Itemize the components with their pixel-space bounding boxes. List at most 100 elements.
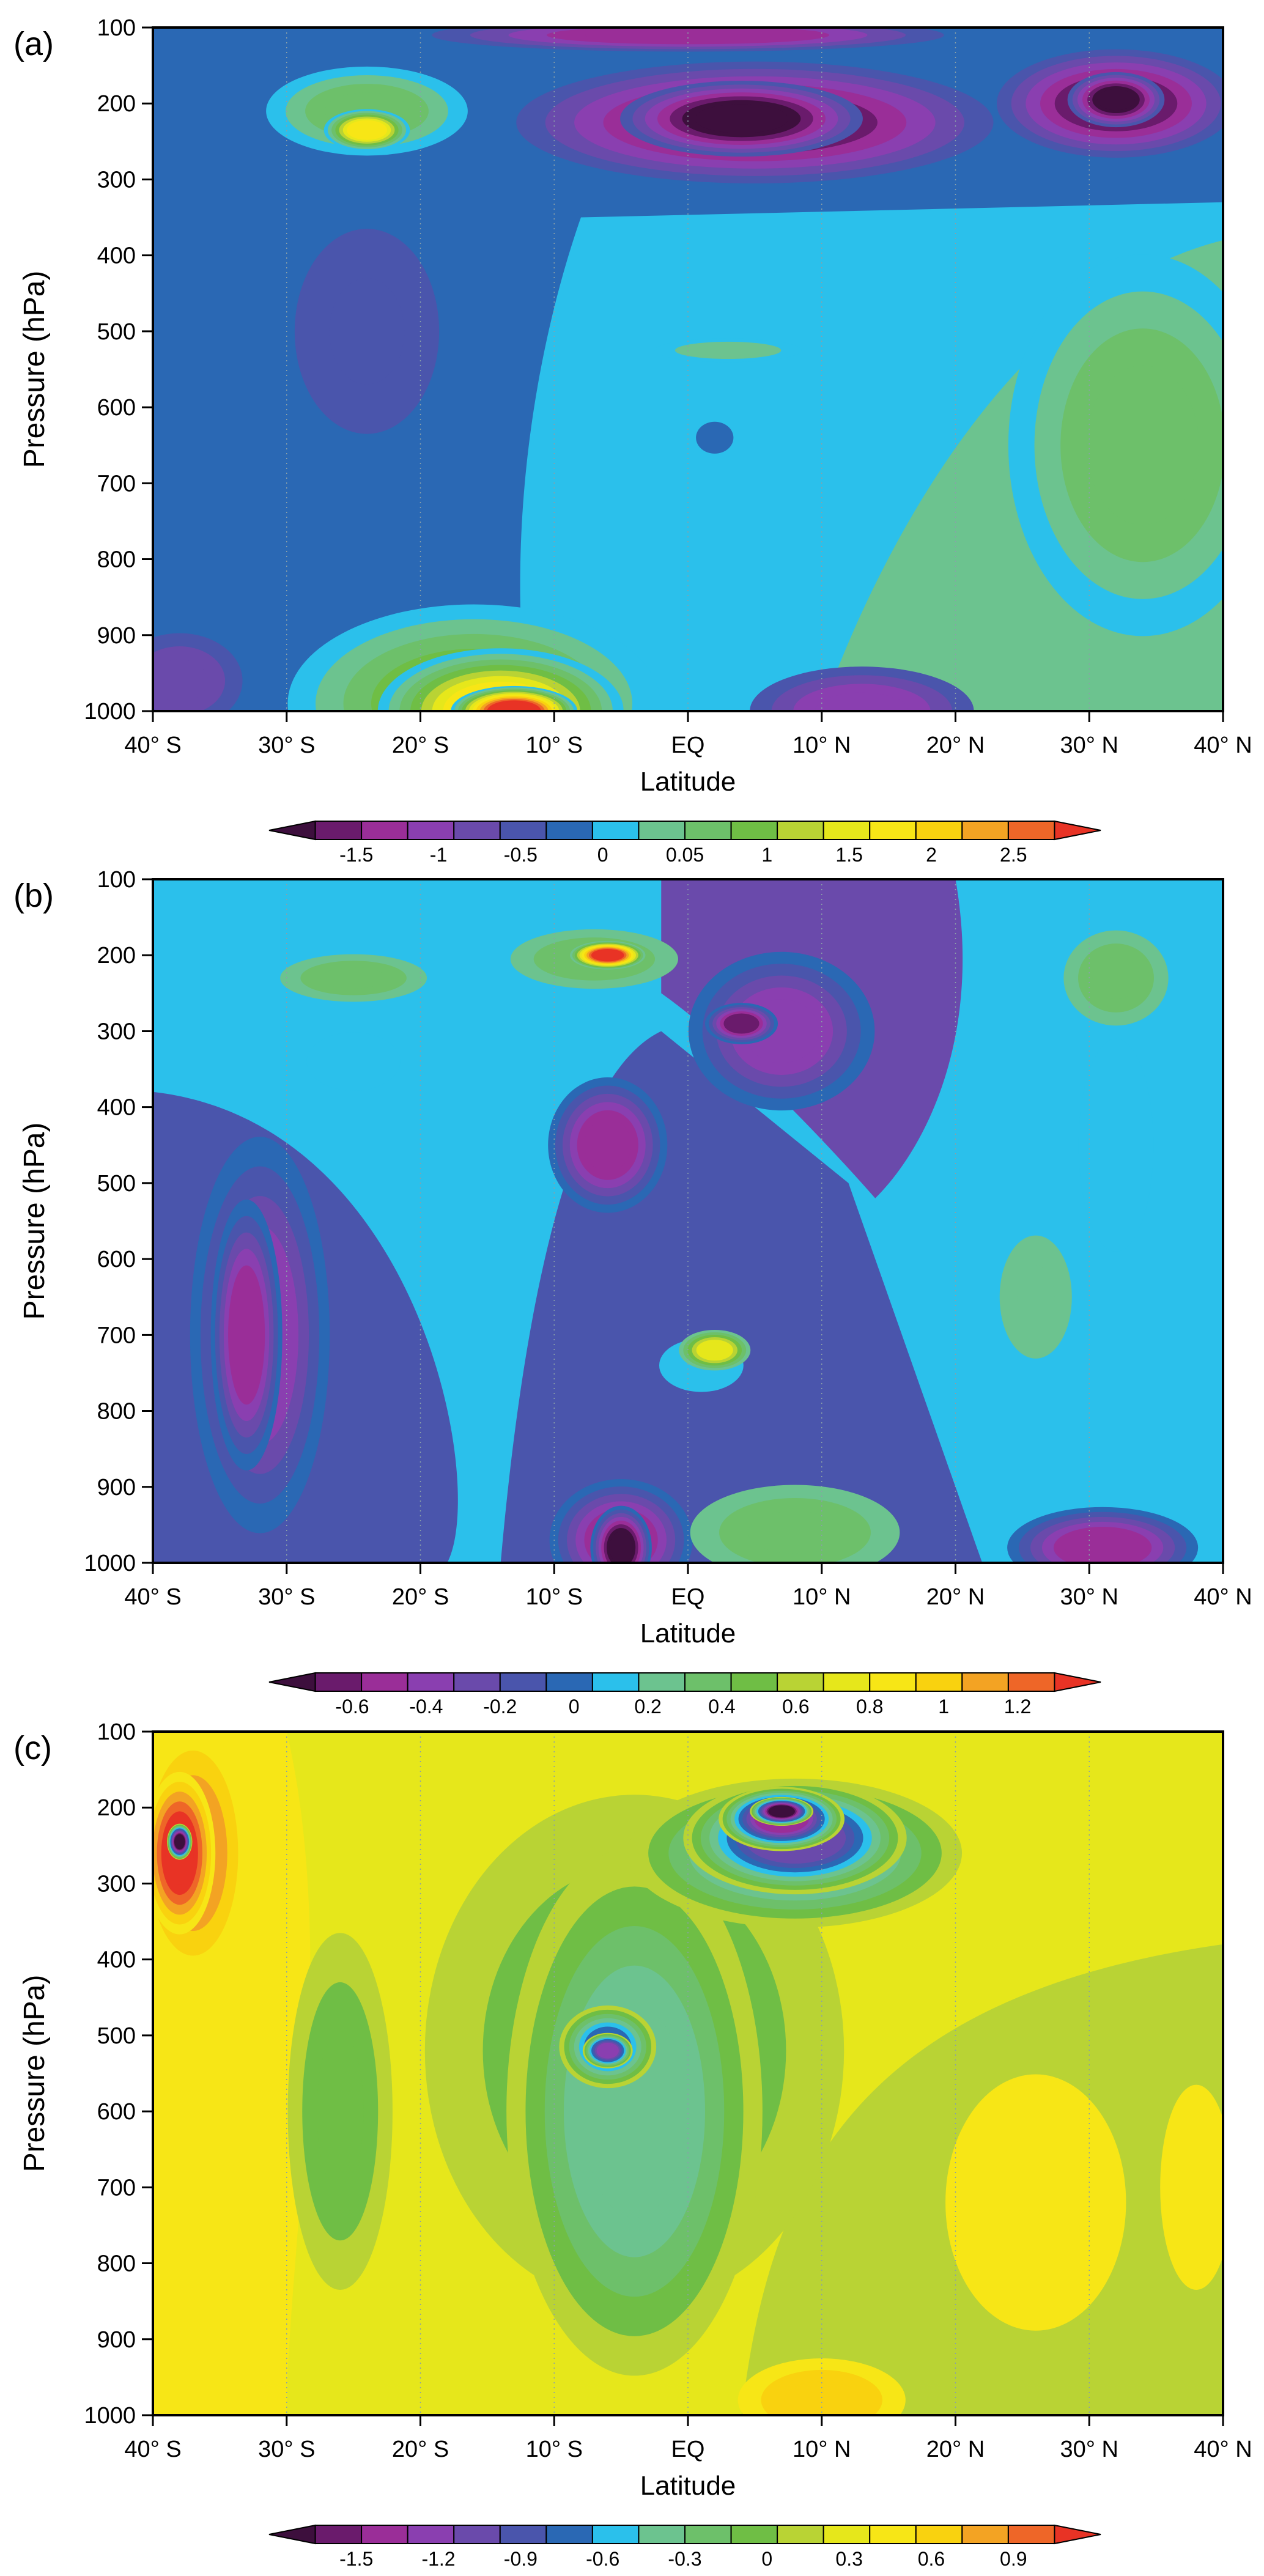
x-tick-label: 40° S — [124, 733, 181, 758]
x-tick-label: 30° S — [258, 733, 315, 758]
colorbar-swatch — [314, 2525, 363, 2544]
y-tick-label: 100 — [97, 15, 136, 41]
contour-core — [695, 345, 761, 356]
contour-core — [329, 278, 405, 385]
contour-core — [700, 1342, 729, 1359]
x-axis-label: Latitude — [640, 1618, 736, 1648]
x-tick-label: 20° N — [926, 733, 985, 758]
y-tick-label: 700 — [97, 2175, 136, 2201]
colorbar-label: -0.6 — [335, 1696, 369, 1718]
colorbar-label: 0.9 — [1000, 2548, 1027, 2570]
contour-core — [1177, 2134, 1215, 2241]
y-tick-label: 1000 — [84, 1551, 136, 1576]
contour-core — [350, 122, 383, 138]
colorbar-label: 0 — [597, 844, 608, 866]
colorbar-swatch — [730, 821, 778, 840]
colorbar-swatch — [869, 821, 917, 840]
y-tick-label: 900 — [97, 623, 136, 649]
x-tick-label: 40° S — [124, 2437, 181, 2462]
y-tick-label: 400 — [97, 1095, 136, 1121]
colorbar-swatch — [961, 821, 1009, 840]
panel-a: (a) 100 200 300 400 500 600 700 800 900 1000 40° S 3… — [13, 15, 1252, 866]
contour-core — [175, 1835, 185, 1848]
contour-core — [306, 1032, 401, 1091]
colorbar-label: -0.3 — [668, 2548, 701, 2570]
y-tick-label: 1000 — [84, 2403, 136, 2429]
colorbar-swatch — [684, 2525, 732, 2544]
contour-field — [153, 879, 1223, 1563]
colorbar-label: 2 — [926, 844, 937, 866]
panel-b: (b) 100 200 300 400 500 600 700 800 900 1000 40° S 3… — [13, 867, 1252, 1718]
contour-core — [784, 2381, 859, 2415]
x-tick-label: 30° N — [1060, 733, 1118, 758]
y-tick-label: 700 — [97, 471, 136, 496]
contour-core — [153, 659, 208, 703]
colorbar-label: -0.4 — [409, 1696, 443, 1718]
colorbar-swatch — [1007, 821, 1055, 840]
y-tick-label: 500 — [97, 319, 136, 345]
x-tick-label: 30° S — [258, 2437, 315, 2462]
y-tick-label: 800 — [97, 2251, 136, 2277]
colorbar-swatch — [407, 2525, 455, 2544]
colorbar-swatch — [777, 1672, 824, 1692]
x-tick-label: EQ — [671, 733, 705, 758]
contour-core — [1092, 956, 1140, 1000]
y-axis-label: Pressure (hPa) — [18, 271, 51, 468]
x-tick-label: EQ — [671, 2437, 705, 2462]
colorbar-swatch — [777, 2525, 824, 2544]
y-tick-label: 400 — [97, 1947, 136, 1973]
colorbar-swatch — [361, 2525, 408, 2544]
colorbar-label: -0.5 — [504, 844, 538, 866]
y-tick-label: 500 — [97, 2023, 136, 2049]
panel-label: (b) — [13, 877, 54, 914]
colorbar-swatch — [869, 2525, 917, 2544]
colorbar-swatch — [314, 821, 363, 840]
colorbar-swatch — [684, 821, 732, 840]
colorbar-swatch — [730, 1672, 778, 1692]
panel-c: (c) 100 200 300 400 500 600 700 800 900 1000 40° S 3… — [13, 1719, 1252, 2570]
contour-core — [585, 28, 791, 42]
contour-core — [727, 1015, 756, 1032]
x-tick-label: 20° S — [392, 2437, 449, 2462]
x-tick-label: 40° N — [1194, 2437, 1252, 2462]
y-tick-label: 200 — [97, 91, 136, 117]
colorbar: -0.6 -0.4 -0.2 0 0.2 0.4 0.6 0.8 1 1.2 — [268, 1672, 1101, 1718]
contour-core — [1078, 1038, 1154, 1252]
y-tick-label: 200 — [97, 943, 136, 969]
colorbar-label: 0 — [761, 2548, 772, 2570]
y-tick-label: 200 — [97, 1795, 136, 1821]
colorbar-label: 0.8 — [856, 1696, 883, 1718]
colorbar-swatch — [915, 821, 963, 840]
colorbar-swatch — [961, 1672, 1009, 1692]
y-tick-label: 1000 — [84, 699, 136, 725]
y-tick-label: 900 — [97, 2327, 136, 2353]
contour-field — [153, 28, 1223, 711]
y-axis-label: Pressure (hPa) — [18, 1975, 51, 2172]
x-tick-label: 20° N — [926, 2437, 985, 2462]
x-tick-label: 10° S — [526, 1584, 583, 1610]
x-tick-label: 10° S — [526, 733, 583, 758]
colorbar-swatch — [822, 2525, 871, 2544]
colorbar-label: -1.2 — [421, 2548, 455, 2570]
colorbar-label: 1.2 — [1004, 1696, 1031, 1718]
colorbar-swatch — [407, 1672, 455, 1692]
contour-core — [748, 1511, 842, 1554]
y-tick-label: 600 — [97, 2099, 136, 2125]
contour-core — [989, 2136, 1083, 2269]
contour-core — [232, 1282, 261, 1389]
contour-core — [316, 2031, 364, 2191]
colorbar-swatch — [915, 2525, 963, 2544]
colorbar-swatch — [684, 1672, 732, 1692]
colorbar-label: 0.2 — [634, 1696, 661, 1718]
colorbar-label: 0.3 — [835, 2548, 862, 2570]
contour-core — [1097, 89, 1135, 111]
x-axis-label: Latitude — [640, 2471, 736, 2501]
colorbar-swatch — [453, 1672, 501, 1692]
colorbar-swatch — [638, 821, 686, 840]
contour-core — [593, 950, 622, 961]
colorbar-swatch — [314, 1672, 363, 1692]
contour-core — [1017, 1265, 1055, 1329]
colorbar-label: 1.5 — [835, 844, 862, 866]
contour-core — [598, 2043, 618, 2057]
